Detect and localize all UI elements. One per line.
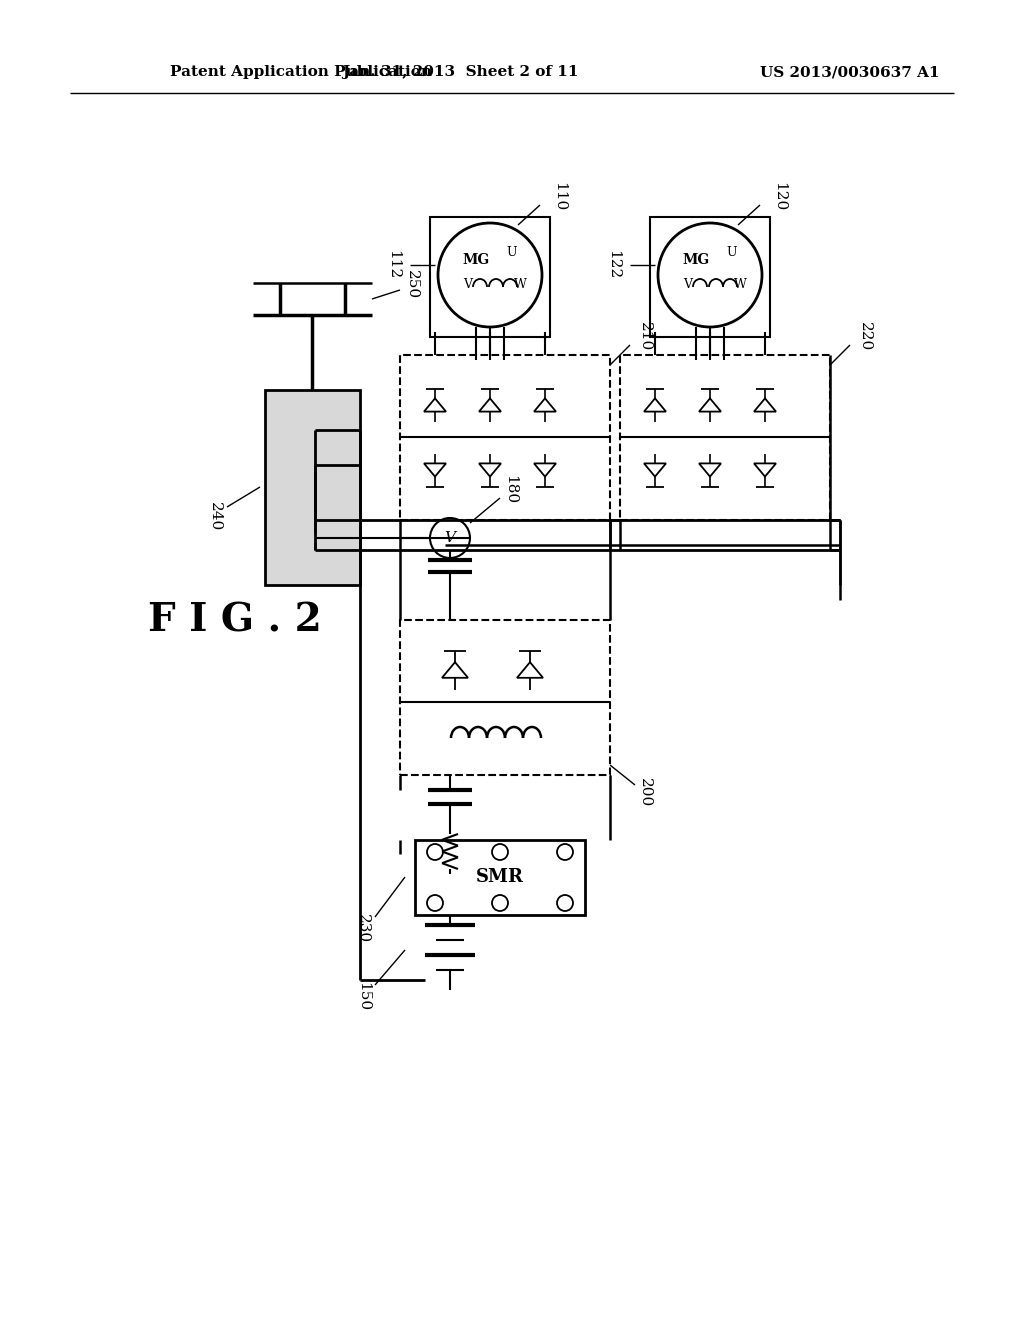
Text: U: U (507, 247, 517, 260)
Circle shape (427, 895, 443, 911)
Text: 250: 250 (406, 271, 419, 300)
Circle shape (492, 843, 508, 861)
Text: Patent Application Publication: Patent Application Publication (170, 65, 432, 79)
Text: 210: 210 (638, 322, 652, 351)
Bar (265, 389, 360, 585)
Text: 240: 240 (208, 503, 222, 532)
Text: 220: 220 (858, 322, 872, 351)
Text: 112: 112 (386, 251, 400, 280)
Text: 110: 110 (552, 182, 566, 211)
Text: W: W (514, 279, 526, 292)
Text: 122: 122 (606, 251, 620, 280)
Text: 120: 120 (772, 182, 786, 211)
Circle shape (557, 895, 573, 911)
Text: V: V (683, 279, 692, 292)
Text: W: W (733, 279, 746, 292)
Bar (620, 355, 830, 520)
Circle shape (557, 843, 573, 861)
Bar (400, 620, 610, 775)
Text: 230: 230 (356, 915, 370, 944)
Circle shape (427, 843, 443, 861)
Text: 200: 200 (638, 779, 652, 808)
Text: V: V (444, 531, 456, 545)
Bar (415, 840, 585, 915)
Text: 180: 180 (503, 475, 517, 504)
Text: F I G . 2: F I G . 2 (148, 601, 322, 639)
Bar (400, 355, 610, 520)
Circle shape (430, 517, 470, 558)
Text: U: U (727, 247, 737, 260)
Text: MG: MG (682, 253, 710, 267)
Circle shape (492, 895, 508, 911)
Text: US 2013/0030637 A1: US 2013/0030637 A1 (760, 65, 940, 79)
Bar (430, 216, 550, 337)
Bar (650, 216, 770, 337)
Text: V: V (464, 279, 472, 292)
Text: SMR: SMR (476, 869, 524, 886)
Text: 150: 150 (356, 982, 370, 1011)
Text: MG: MG (463, 253, 489, 267)
Text: Jan. 31, 2013  Sheet 2 of 11: Jan. 31, 2013 Sheet 2 of 11 (342, 65, 579, 79)
Circle shape (658, 223, 762, 327)
Circle shape (438, 223, 542, 327)
